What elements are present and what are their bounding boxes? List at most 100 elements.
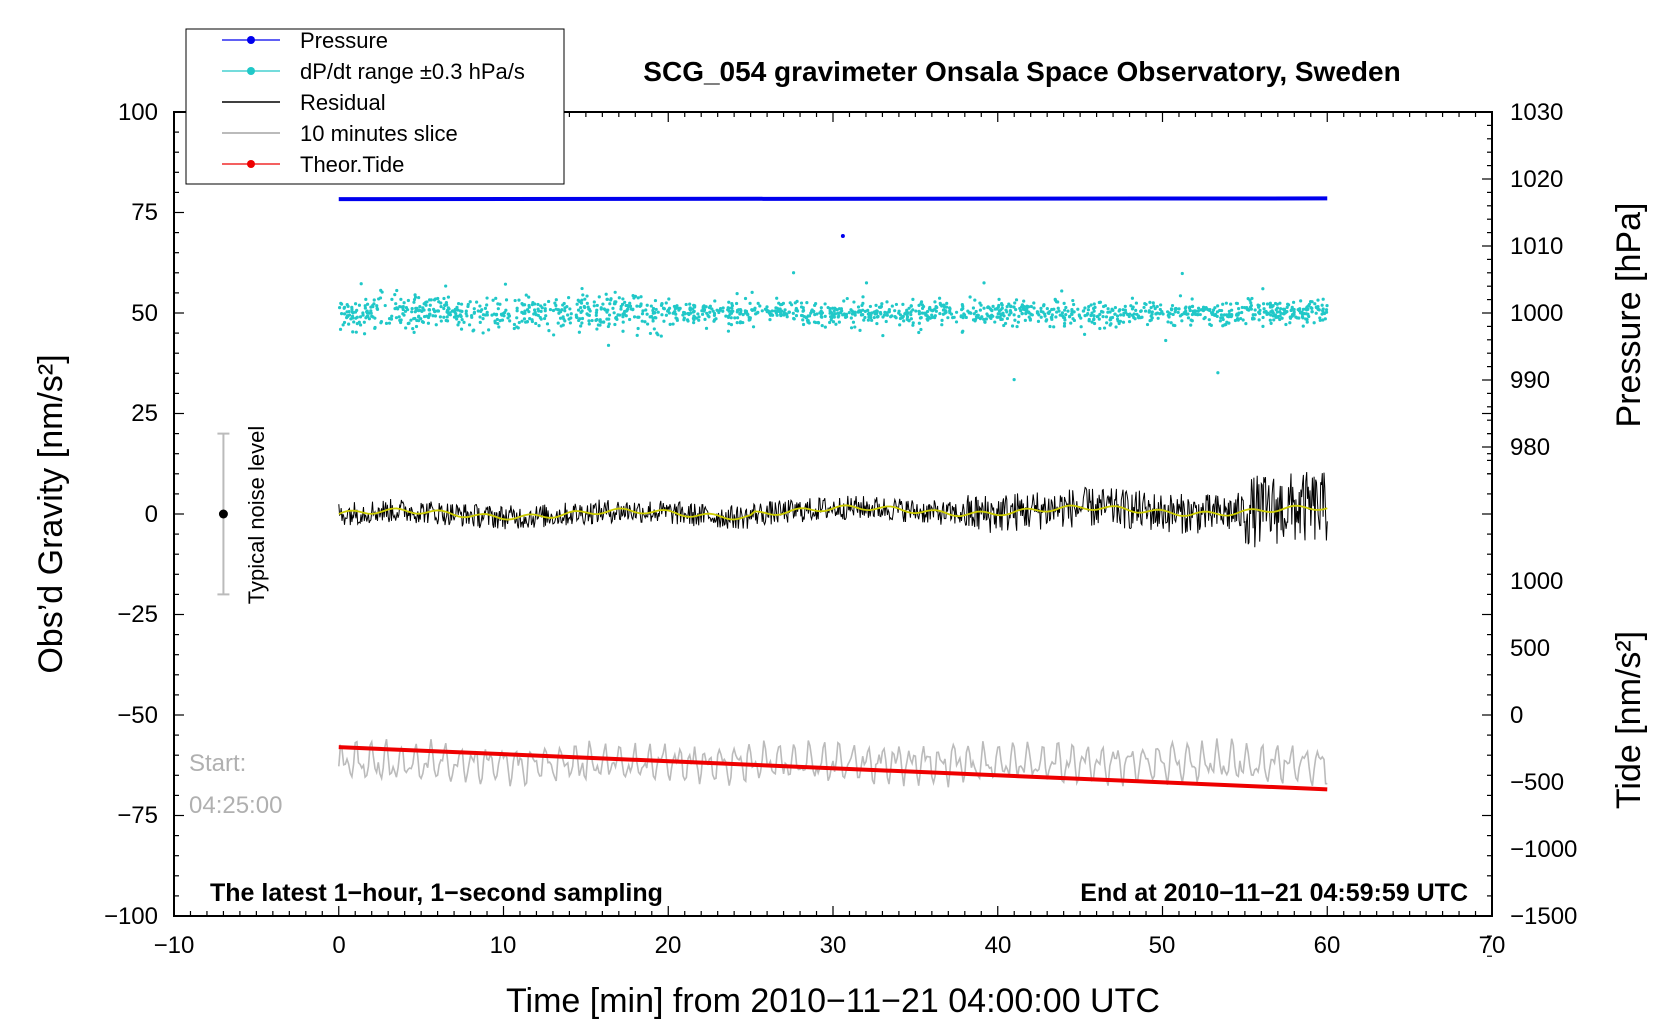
dpdt-point [342, 305, 347, 309]
dpdt-point [774, 311, 778, 315]
dpdt-point [522, 317, 527, 321]
dpdt-point [721, 309, 725, 313]
dpdt-point [810, 309, 814, 313]
dpdt-point [868, 304, 873, 309]
dpdt-point [419, 317, 423, 321]
dpdt-point [512, 322, 517, 327]
dpdt-point [954, 310, 959, 314]
dpdt-point [805, 315, 809, 320]
dpdt-point [1055, 310, 1059, 314]
dpdt-point [919, 300, 924, 304]
dpdt-point [1072, 318, 1077, 323]
dpdt-point [562, 301, 566, 306]
tide-tick-label: 1000 [1510, 568, 1563, 595]
dpdt-point [1123, 308, 1127, 312]
dpdt-point [605, 297, 610, 301]
y-tick-label: −50 [117, 702, 158, 729]
dpdt-point [1111, 308, 1115, 312]
dpdt-point [1071, 298, 1075, 303]
dpdt-point [909, 304, 913, 308]
dpdt-point [1314, 311, 1318, 315]
dpdt-point [1098, 326, 1102, 331]
dpdt-point [746, 312, 750, 317]
dpdt-point [692, 317, 696, 322]
dpdt-point [614, 300, 618, 304]
dpdt-point [747, 318, 751, 322]
dpdt-point [390, 314, 394, 318]
dpdt-point [596, 323, 600, 327]
dpdt-point [691, 310, 696, 314]
dpdt-point [621, 320, 625, 324]
dpdt-point [1218, 319, 1222, 323]
x-tick-label: 70 [1479, 932, 1506, 959]
dpdt-point [791, 271, 796, 275]
dpdt-point [1269, 313, 1273, 317]
dpdt-point [1289, 308, 1293, 313]
dpdt-point [362, 320, 366, 324]
dpdt-point [625, 308, 629, 313]
dpdt-point [579, 306, 583, 310]
dpdt-point [1282, 308, 1286, 312]
dpdt-point [594, 313, 598, 317]
dpdt-point [1143, 301, 1147, 306]
legend-item-tide: Theor.Tide [222, 152, 404, 177]
dpdt-point [1180, 319, 1184, 323]
dpdt-point [1196, 306, 1201, 310]
x-tick-label: 30 [820, 932, 847, 959]
dpdt-point [991, 304, 995, 309]
dpdt-point [491, 298, 495, 302]
dpdt-point [579, 324, 583, 328]
dpdt-point [415, 318, 419, 323]
dpdt-point [568, 321, 572, 325]
dpdt-point [539, 309, 543, 314]
dpdt-point [446, 295, 451, 299]
dpdt-point [1246, 297, 1250, 301]
dpdt-point [1010, 324, 1015, 328]
dpdt-point [464, 309, 468, 313]
dpdt-point [1015, 324, 1019, 329]
legend-marker [247, 160, 255, 168]
dpdt-point [1076, 307, 1080, 311]
dpdt-point [470, 315, 474, 319]
dpdt-point [543, 309, 547, 313]
dpdt-point [984, 317, 988, 321]
dpdt-point [872, 315, 876, 320]
dpdt-point [1240, 305, 1244, 310]
dpdt-point [1108, 310, 1112, 314]
dpdt-point [1122, 313, 1126, 317]
dpdt-point [1256, 303, 1260, 307]
dpdt-point [520, 310, 524, 314]
dpdt-point [905, 308, 909, 312]
dpdt-point [683, 312, 687, 316]
dpdt-point [355, 322, 359, 326]
dpdt-point [1098, 300, 1103, 304]
dpdt-point [826, 305, 830, 310]
dpdt-point [442, 306, 446, 311]
dpdt-point [369, 309, 373, 313]
dpdt-point [951, 316, 955, 320]
dpdt-point [1099, 309, 1104, 314]
dpdt-point [569, 312, 573, 316]
dpdt-point [587, 322, 591, 326]
dpdt-point [862, 318, 866, 322]
dpdt-point [662, 319, 666, 323]
dpdt-point [1014, 298, 1019, 302]
dpdt-point [959, 314, 964, 318]
dpdt-point [801, 309, 805, 313]
dpdt-point [1304, 312, 1308, 316]
dpdt-point [677, 308, 681, 312]
dpdt-point [1119, 313, 1123, 317]
dpdt-point [431, 314, 435, 318]
dpdt-point [403, 309, 408, 313]
dpdt-point [1014, 308, 1018, 312]
dpdt-point [1280, 316, 1284, 320]
dpdt-point [413, 295, 418, 299]
dpdt-point [1089, 303, 1093, 307]
dpdt-point [911, 323, 915, 327]
dpdt-point [656, 310, 660, 314]
dpdt-point [636, 315, 640, 319]
dpdt-point [459, 327, 464, 331]
dpdt-point [407, 321, 411, 325]
dpdt-point [1253, 313, 1257, 317]
dpdt-point [1261, 324, 1265, 329]
